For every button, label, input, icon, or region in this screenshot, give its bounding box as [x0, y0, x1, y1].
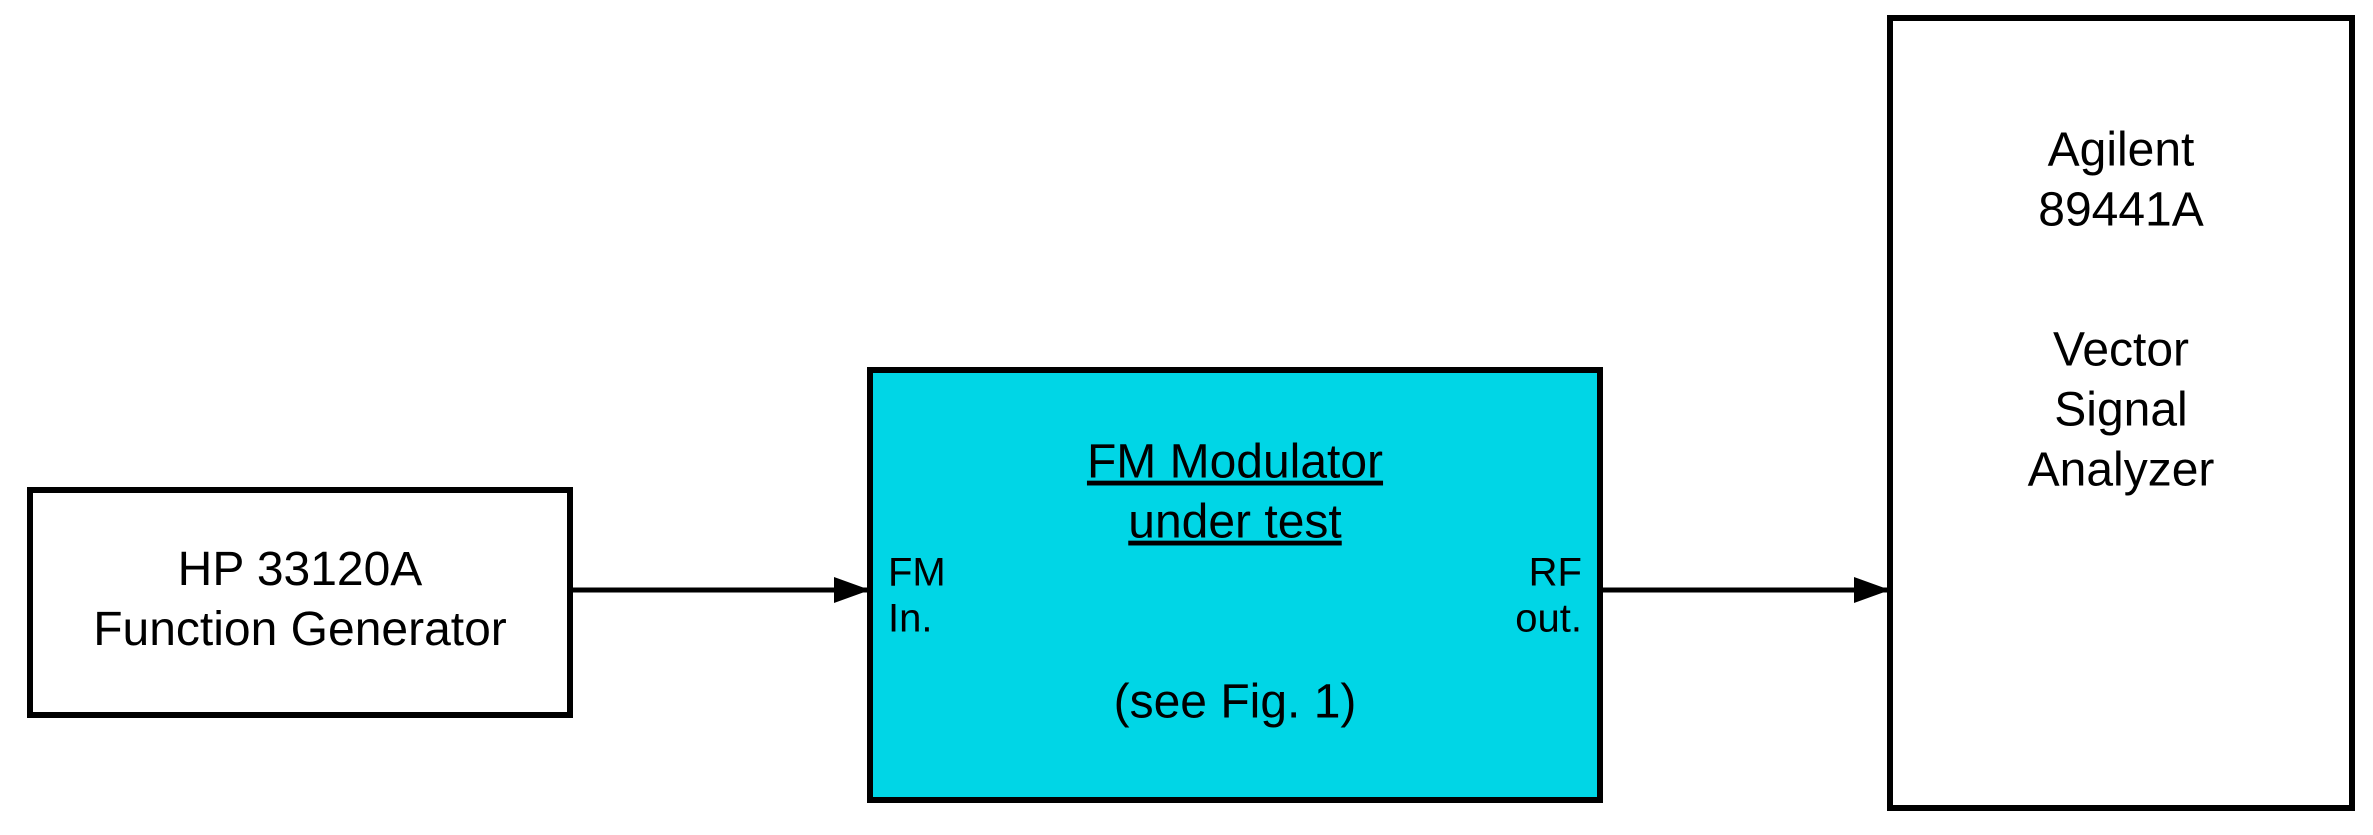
node-vsa-label: Signal: [2054, 384, 2187, 437]
node-dut-port-left: In.: [888, 597, 932, 641]
node-fg: HP 33120A Function Generator: [30, 490, 570, 715]
node-vsa: Agilent 89441A Vector Signal Analyzer: [1890, 18, 2352, 808]
block-diagram: HP 33120A Function Generator FM Modulator u…: [0, 0, 2373, 835]
node-dut-port-right: out.: [1515, 597, 1582, 641]
node-vsa-label: 89441A: [2038, 184, 2204, 237]
node-vsa-label: Agilent: [2048, 124, 2195, 177]
node-dut-port-right: RF: [1529, 551, 1582, 595]
node-dut-label: under test: [1128, 496, 1341, 549]
node-fg-label: Function Generator: [93, 603, 507, 656]
node-dut: FM Modulator under test (see Fig. 1) FMIn. R…: [870, 370, 1600, 800]
node-vsa-label: Analyzer: [2028, 444, 2215, 497]
node-dut-label: FM Modulator: [1087, 436, 1383, 489]
node-dut-label: (see Fig. 1): [1114, 676, 1357, 729]
node-vsa-label: Vector: [2053, 324, 2189, 377]
node-fg-label: HP 33120A: [178, 543, 423, 596]
node-dut-port-left: FM: [888, 551, 946, 595]
